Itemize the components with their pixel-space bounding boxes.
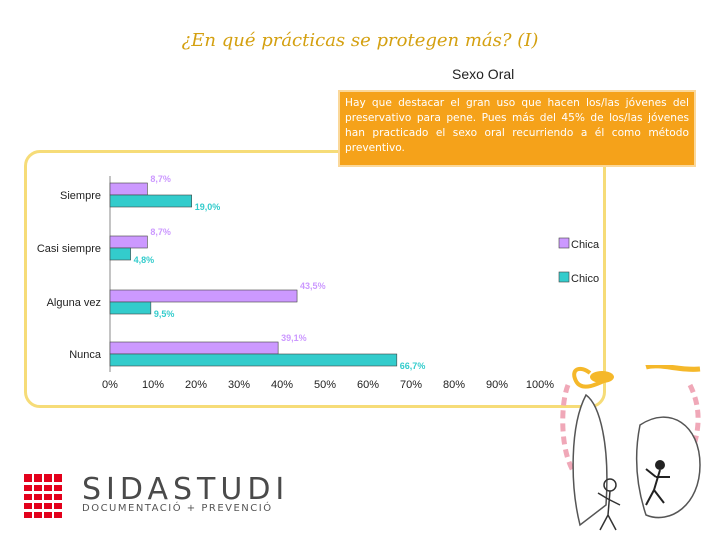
- x-tick-label: 30%: [228, 379, 250, 391]
- logo-word-studi: STUDI: [173, 472, 290, 507]
- x-tick-label: 0%: [102, 379, 118, 391]
- logo-word-sida: SIDA: [82, 472, 173, 507]
- x-tick-label: 50%: [314, 379, 336, 391]
- x-tick-label: 100%: [526, 379, 554, 391]
- bar-chico: [109, 301, 152, 315]
- bar-chico: [109, 247, 131, 261]
- legend-swatch-chico: [558, 271, 570, 283]
- data-label-chico: 66,7%: [400, 361, 426, 371]
- data-label-chico: 19,0%: [195, 202, 221, 212]
- sidastudi-logo: SIDASTUDI DOCUMENTACIÓ + PREVENCIÓ: [24, 470, 284, 520]
- chart-frame: [24, 150, 606, 408]
- logo-tagline: DOCUMENTACIÓ + PREVENCIÓ: [82, 503, 273, 514]
- x-tick-label: 40%: [271, 379, 293, 391]
- logo-mark-icon: [24, 474, 62, 518]
- x-tick-label: 10%: [142, 379, 164, 391]
- category-label: Alguna vez: [47, 297, 101, 309]
- data-label-chico: 9,5%: [154, 309, 175, 319]
- category-label: Casi siempre: [37, 243, 101, 255]
- legend-label-chico: Chico: [571, 273, 599, 285]
- legend-swatch-chica: [558, 237, 570, 249]
- x-tick-label: 20%: [185, 379, 207, 391]
- x-tick-label: 80%: [443, 379, 465, 391]
- bar-chico: [109, 353, 398, 367]
- x-tick-label: 70%: [400, 379, 422, 391]
- decorative-figures-illustration: [560, 365, 701, 531]
- data-label-chico: 4,8%: [134, 255, 155, 265]
- x-tick-label: 60%: [357, 379, 379, 391]
- category-label: Siempre: [60, 190, 101, 202]
- category-label: Nunca: [69, 349, 102, 361]
- comment-box: Hay que destacar el gran uso que hacen l…: [338, 90, 696, 167]
- chart-subtitle: Sexo Oral: [452, 66, 515, 82]
- bar-chica: [109, 182, 148, 196]
- data-label-chica: 43,5%: [300, 281, 326, 291]
- logo-wordmark: SIDASTUDI: [82, 472, 289, 507]
- data-label-chica: 39,1%: [281, 333, 307, 343]
- bar-chica: [109, 289, 298, 303]
- bar-chica: [109, 341, 279, 355]
- bar-chica: [109, 235, 148, 249]
- data-label-chica: 8,7%: [150, 227, 171, 237]
- slide-title: ¿En qué prácticas se protegen más? (I): [181, 30, 539, 51]
- x-tick-label: 90%: [486, 379, 508, 391]
- data-label-chica: 8,7%: [150, 174, 171, 184]
- legend-label-chica: Chica: [571, 239, 600, 251]
- bar-chico: [109, 194, 192, 208]
